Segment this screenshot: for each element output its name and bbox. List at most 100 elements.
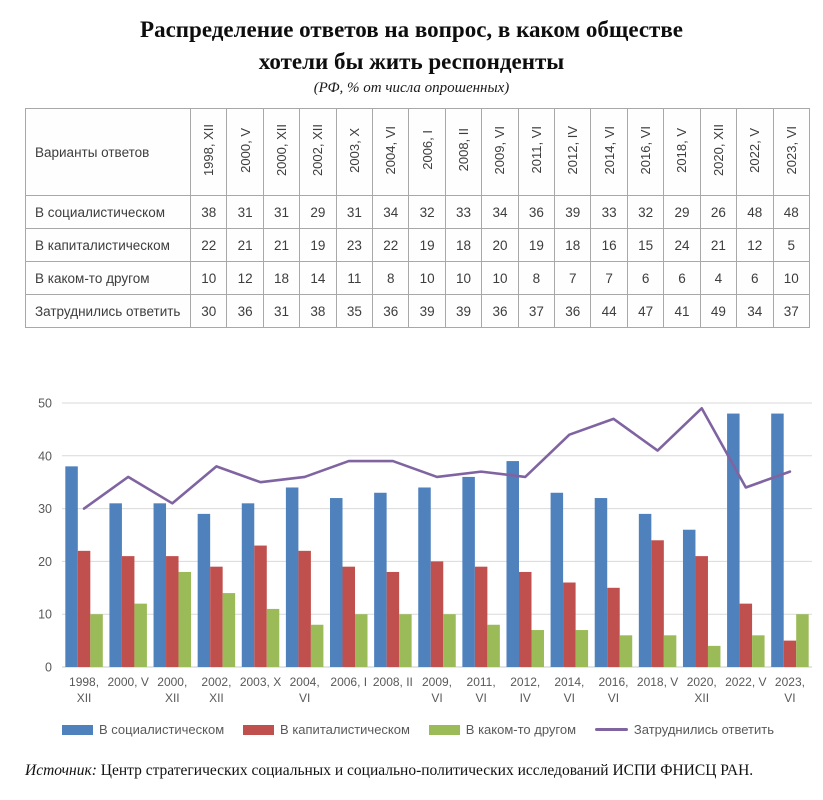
- bar: [254, 545, 267, 667]
- bar: [77, 550, 91, 667]
- table-cell: 10: [444, 261, 483, 295]
- bar: [594, 498, 608, 667]
- table-column-header: 2006, I: [408, 108, 446, 196]
- bar: [752, 635, 765, 667]
- chart-legend: В социалистическом В капиталистическом В к…: [62, 722, 774, 737]
- y-axis-tick-label: 40: [38, 449, 52, 463]
- page-title-line-2: хотели бы жить респонденты: [258, 49, 565, 74]
- source-text: Центр стратегических социальных и социал…: [96, 762, 754, 779]
- table-cell: 49: [699, 294, 738, 328]
- bar: [682, 529, 696, 667]
- table-cell: 10: [189, 261, 228, 295]
- table-cell: 36: [481, 294, 519, 328]
- table-cell: 18: [444, 228, 483, 262]
- bar: [399, 614, 412, 667]
- row-label: В каком-то другом: [25, 261, 191, 295]
- chart-area: 0 10 20 30 40 50 1998, XII 2000, V 2000, XII 2002, X…: [18, 388, 818, 718]
- source-line: Источник: Центр стратегических социальны…: [25, 762, 815, 780]
- bar: [355, 614, 368, 667]
- x-axis-tick-label: 2003, X: [240, 675, 281, 689]
- table-column-header: 2002, XII: [299, 108, 337, 196]
- x-axis-tick-label: 2000, V: [107, 675, 148, 689]
- table-cell: 21: [226, 228, 264, 262]
- bar: [663, 635, 677, 667]
- table-cell: 18: [262, 261, 301, 295]
- bar: [374, 492, 387, 667]
- x-axis-tick-label: 2018, V: [637, 675, 678, 689]
- row-label: Затруднились ответить: [25, 294, 191, 328]
- bar: [210, 566, 223, 667]
- table-cell: 39: [554, 195, 592, 229]
- bar: [695, 556, 708, 667]
- legend-line-swatch: [594, 728, 628, 731]
- table-row: В социалистическом 38 31 31 29 31 34 32 33 34 36 39…: [25, 195, 810, 229]
- bar: [575, 630, 589, 667]
- table-cell: 36: [517, 195, 556, 229]
- table-cell: 30: [189, 294, 228, 328]
- table-cell: 12: [226, 261, 264, 295]
- bar: [739, 603, 753, 667]
- table-body: В социалистическом 38 31 31 29 31 34 32 33 34 36 39…: [25, 195, 810, 328]
- bar: [462, 476, 475, 667]
- table-column-header: 2020, XII: [699, 108, 738, 196]
- table-cell: 39: [444, 294, 483, 328]
- table-cell: 39: [408, 294, 446, 328]
- legend-label: В капиталистическом: [280, 722, 410, 737]
- table-cell: 36: [372, 294, 410, 328]
- x-axis-tick-label: 2022, V: [725, 675, 766, 689]
- bar: [796, 614, 809, 667]
- bar: [487, 624, 500, 667]
- legend-bar-swatch: [428, 724, 460, 735]
- bar: [65, 466, 78, 667]
- table-column-header: 2022, V: [736, 108, 774, 196]
- bar: [285, 487, 299, 667]
- table-cell: 10: [772, 261, 810, 295]
- x-axis-tick-label: 2012,: [510, 675, 540, 689]
- table-cell: 20: [481, 228, 519, 262]
- table-cell: 31: [262, 294, 301, 328]
- row-label: В капиталистическом: [25, 228, 191, 262]
- x-axis-tick-label: XII: [209, 691, 224, 705]
- table-cell: 5: [772, 228, 810, 262]
- x-axis-tick-label: 2000,: [157, 675, 187, 689]
- table-cell: 19: [408, 228, 446, 262]
- legend-bar-swatch: [62, 724, 93, 735]
- table-cell: 29: [663, 195, 701, 229]
- table-cell: 33: [590, 195, 628, 229]
- bar: [109, 503, 122, 667]
- bar: [518, 571, 532, 667]
- page-title-line-1: Распределение ответов на вопрос, в каком…: [140, 17, 683, 42]
- table-column-header: 2012, IV: [554, 108, 592, 196]
- table-cell: 44: [590, 294, 628, 328]
- bar: [783, 640, 797, 667]
- table-cell: 47: [626, 294, 665, 328]
- table-cell: 6: [663, 261, 701, 295]
- x-axis-tick-label: 2014,: [554, 675, 584, 689]
- x-axis-tick-label: VI: [784, 691, 795, 705]
- bar: [651, 540, 664, 667]
- bar: [474, 566, 488, 667]
- bar: [638, 513, 652, 667]
- y-axis-tick-label: 10: [38, 608, 52, 622]
- table-cell: 14: [299, 261, 337, 295]
- table-cell: 15: [626, 228, 665, 262]
- table-cell: 31: [262, 195, 301, 229]
- bar: [607, 587, 620, 667]
- table-cell: 36: [226, 294, 264, 328]
- table-cell: 8: [372, 261, 410, 295]
- legend-label: Затруднились ответить: [633, 722, 774, 737]
- table-header-row: Варианты ответов 1998, XII 2000, V 2000, X…: [25, 108, 810, 196]
- table-cell: 16: [590, 228, 628, 262]
- bar: [166, 556, 179, 667]
- bar: [386, 571, 400, 667]
- x-axis-tick-label: XII: [77, 691, 92, 705]
- table-cell: 34: [481, 195, 519, 229]
- trend-line: [82, 406, 792, 510]
- table-cell: 19: [299, 228, 337, 262]
- source-prefix: Источник:: [25, 762, 97, 779]
- y-axis-tick-label: 50: [38, 397, 52, 411]
- x-axis-tick-label: XII: [165, 691, 180, 705]
- row-label: В социалистическом: [25, 195, 191, 229]
- x-axis-tick-label: 2020,: [687, 675, 717, 689]
- x-axis-tick-label: 2004,: [290, 675, 320, 689]
